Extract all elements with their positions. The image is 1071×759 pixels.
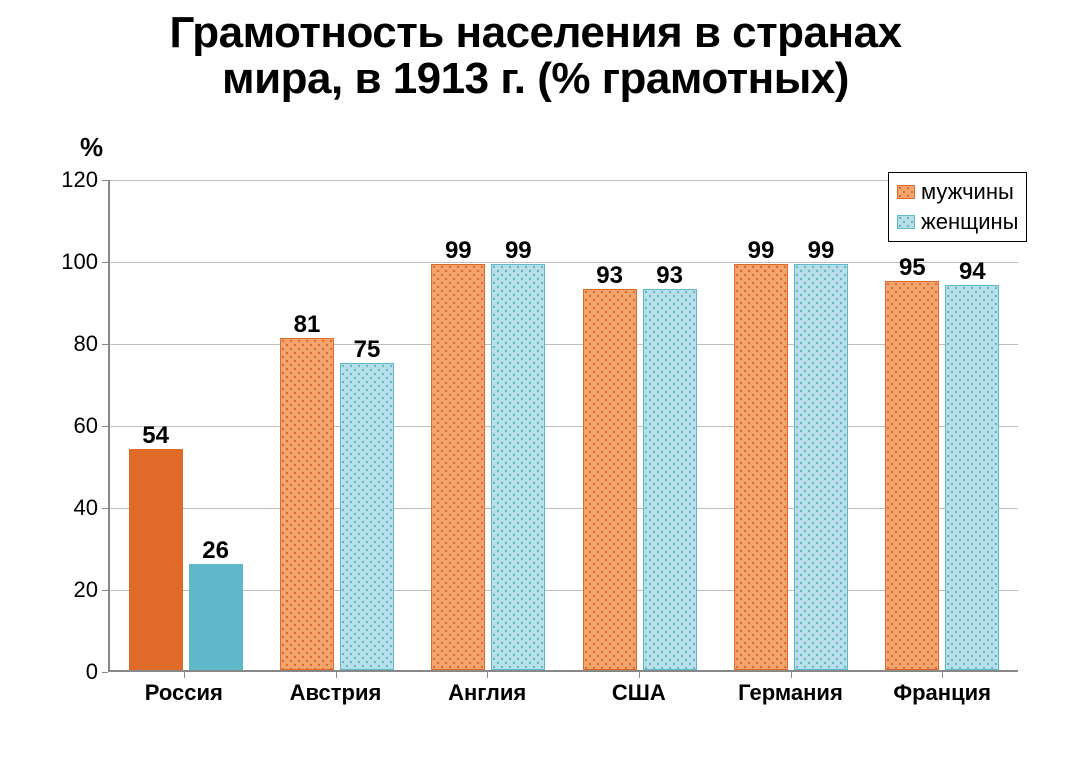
xtick-label: Австрия bbox=[260, 680, 412, 706]
bar-value-label: 99 bbox=[445, 237, 472, 265]
legend: мужчины женщины bbox=[888, 172, 1027, 242]
bar: 26 bbox=[189, 564, 243, 671]
bar-group: 9594 bbox=[867, 180, 1018, 670]
y-axis-label: % bbox=[80, 132, 103, 163]
xtick-label: США bbox=[563, 680, 715, 706]
xtick-mark bbox=[791, 672, 792, 678]
bar-value-label: 81 bbox=[294, 311, 321, 339]
bar-value-label: 94 bbox=[959, 258, 986, 286]
bar: 54 bbox=[129, 449, 183, 670]
xtick-mark bbox=[942, 672, 943, 678]
legend-swatch bbox=[897, 185, 915, 199]
ytick-mark bbox=[102, 262, 108, 263]
xtick-mark bbox=[184, 672, 185, 678]
xtick-mark bbox=[639, 672, 640, 678]
legend-label: мужчины bbox=[921, 179, 1014, 205]
bar-group: 9999 bbox=[715, 180, 866, 670]
bar: 94 bbox=[945, 285, 999, 670]
bar: 99 bbox=[794, 264, 848, 670]
ytick-label: 120 bbox=[38, 167, 98, 193]
legend-swatch bbox=[897, 215, 915, 229]
title-line-2: мира, в 1913 г. (% грамотных) bbox=[20, 56, 1051, 102]
xtick-mark bbox=[336, 672, 337, 678]
bar-value-label: 93 bbox=[596, 262, 623, 290]
title-line-1: Грамотность населения в странах bbox=[20, 10, 1051, 56]
legend-item: мужчины bbox=[897, 177, 1018, 207]
ytick-mark bbox=[102, 180, 108, 181]
ytick-mark bbox=[102, 426, 108, 427]
bar-group: 5426 bbox=[110, 180, 261, 670]
ytick-mark bbox=[102, 672, 108, 673]
ytick-mark bbox=[102, 590, 108, 591]
bar-value-label: 99 bbox=[748, 237, 775, 265]
legend-item: женщины bbox=[897, 207, 1018, 237]
xtick-mark bbox=[487, 672, 488, 678]
ytick-label: 0 bbox=[38, 659, 98, 685]
legend-label: женщины bbox=[921, 209, 1018, 235]
xtick-label: Россия bbox=[108, 680, 260, 706]
bar-value-label: 95 bbox=[899, 254, 926, 282]
ytick-label: 80 bbox=[38, 331, 98, 357]
bar-group: 9393 bbox=[564, 180, 715, 670]
bar-groups: 542681759999939399999594 bbox=[110, 180, 1018, 670]
ytick-label: 40 bbox=[38, 495, 98, 521]
bar: 99 bbox=[734, 264, 788, 670]
xtick-label: Франция bbox=[866, 680, 1018, 706]
bar-value-label: 93 bbox=[656, 262, 683, 290]
bar: 93 bbox=[643, 289, 697, 670]
bar-group: 8175 bbox=[261, 180, 412, 670]
ytick-mark bbox=[102, 344, 108, 345]
bar: 93 bbox=[583, 289, 637, 670]
plot-area: 542681759999939399999594 bbox=[108, 180, 1018, 672]
bar: 81 bbox=[280, 338, 334, 670]
bar: 95 bbox=[885, 281, 939, 671]
ytick-label: 60 bbox=[38, 413, 98, 439]
bar: 75 bbox=[340, 363, 394, 671]
bar: 99 bbox=[491, 264, 545, 670]
bar-value-label: 75 bbox=[354, 336, 381, 364]
bar-value-label: 54 bbox=[142, 422, 169, 450]
ytick-label: 20 bbox=[38, 577, 98, 603]
bar-value-label: 99 bbox=[808, 237, 835, 265]
bar: 99 bbox=[431, 264, 485, 670]
chart-title: Грамотность населения в странах мира, в … bbox=[0, 0, 1071, 102]
bar-group: 9999 bbox=[413, 180, 564, 670]
xtick-label: Англия bbox=[411, 680, 563, 706]
xtick-label: Германия bbox=[715, 680, 867, 706]
ytick-label: 100 bbox=[38, 249, 98, 275]
bar-value-label: 26 bbox=[202, 537, 229, 565]
ytick-mark bbox=[102, 508, 108, 509]
bar-value-label: 99 bbox=[505, 237, 532, 265]
chart-container: %542681759999939399999594020406080100120… bbox=[30, 120, 1041, 722]
